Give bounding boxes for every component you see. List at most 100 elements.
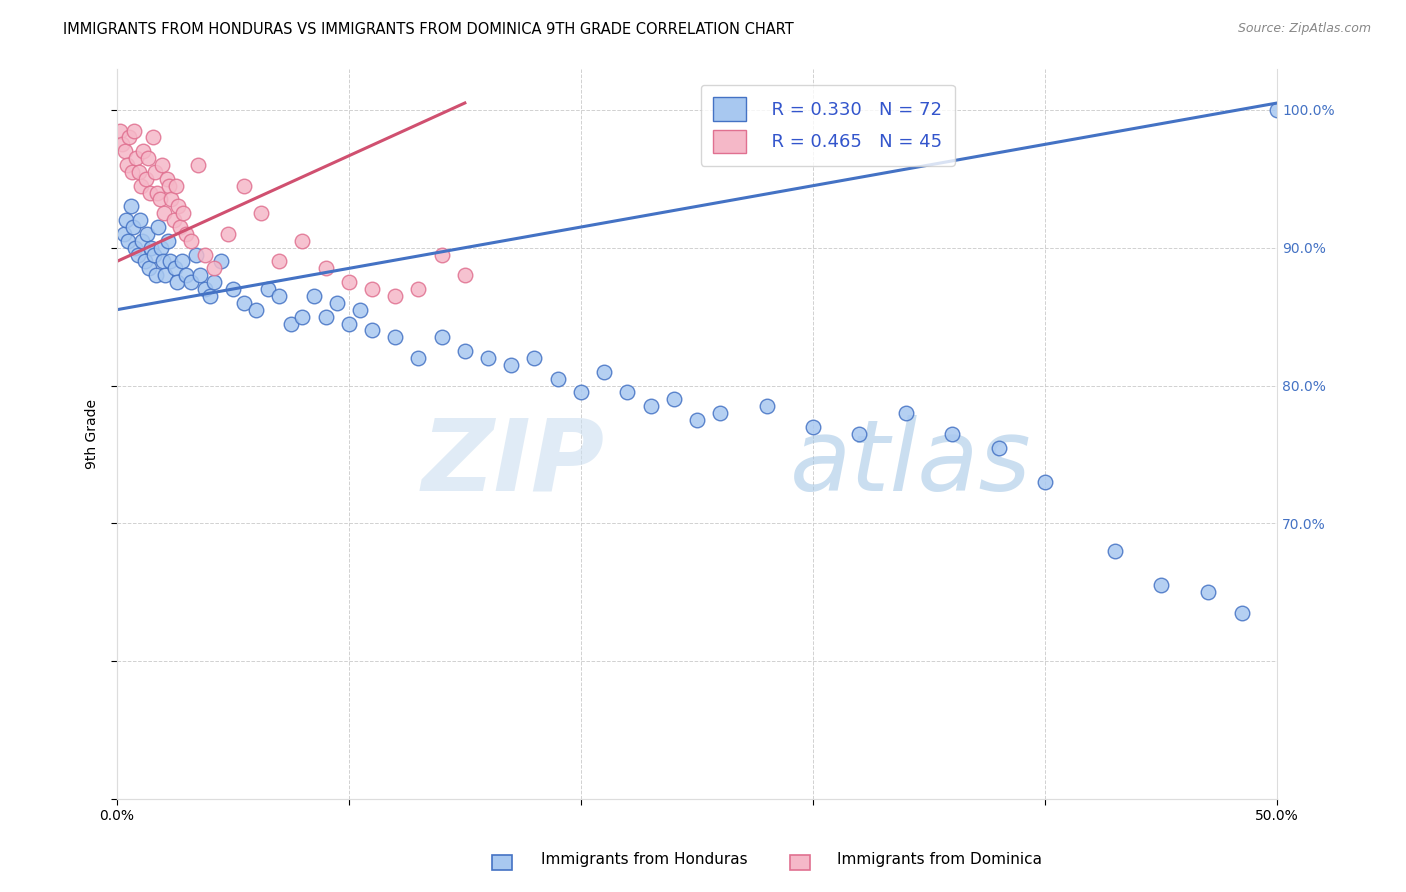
Point bbox=[142, 130, 165, 145]
Point bbox=[1265, 103, 1288, 117]
Point bbox=[149, 193, 172, 207]
Point bbox=[477, 351, 499, 365]
Point bbox=[139, 186, 162, 200]
Point bbox=[188, 268, 211, 283]
Point bbox=[149, 241, 172, 255]
Point bbox=[166, 275, 188, 289]
Point bbox=[709, 406, 731, 420]
Point bbox=[138, 261, 160, 276]
Point bbox=[165, 178, 187, 193]
Point bbox=[349, 302, 371, 317]
Point bbox=[135, 227, 157, 241]
Bar bbox=[790, 855, 810, 871]
Point bbox=[112, 227, 135, 241]
Point bbox=[157, 178, 180, 193]
Point bbox=[108, 123, 131, 137]
Point bbox=[162, 213, 184, 227]
Point bbox=[337, 317, 360, 331]
Point bbox=[145, 268, 167, 283]
Point bbox=[172, 206, 194, 220]
Point bbox=[202, 275, 225, 289]
Point bbox=[616, 385, 638, 400]
Point bbox=[291, 310, 314, 324]
Point bbox=[256, 282, 278, 296]
Point bbox=[291, 234, 314, 248]
Point bbox=[315, 310, 337, 324]
Point bbox=[169, 220, 191, 235]
Point bbox=[122, 123, 145, 137]
Point bbox=[454, 268, 477, 283]
Point bbox=[662, 392, 685, 407]
Point bbox=[121, 165, 143, 179]
Point bbox=[1104, 544, 1126, 558]
Point bbox=[111, 137, 134, 152]
Point bbox=[125, 151, 148, 165]
Point bbox=[150, 158, 173, 172]
Point bbox=[1150, 578, 1173, 592]
Point bbox=[152, 254, 174, 268]
Point bbox=[523, 351, 546, 365]
Point bbox=[361, 323, 384, 337]
Point bbox=[245, 302, 267, 317]
Point bbox=[233, 296, 256, 310]
Point bbox=[132, 145, 155, 159]
Point bbox=[115, 213, 138, 227]
Bar bbox=[492, 855, 512, 871]
Point bbox=[194, 282, 217, 296]
Point bbox=[176, 227, 198, 241]
Point bbox=[755, 399, 778, 413]
Point bbox=[136, 151, 159, 165]
Point bbox=[159, 254, 181, 268]
Point bbox=[280, 317, 302, 331]
Point bbox=[1197, 585, 1219, 599]
Text: Immigrants from Dominica: Immigrants from Dominica bbox=[837, 852, 1042, 867]
Point bbox=[117, 234, 139, 248]
Point bbox=[155, 268, 177, 283]
Point bbox=[1033, 475, 1056, 489]
Point bbox=[129, 178, 152, 193]
Point bbox=[894, 406, 917, 420]
Point bbox=[430, 247, 453, 261]
Y-axis label: 9th Grade: 9th Grade bbox=[86, 399, 100, 469]
Point bbox=[167, 199, 190, 213]
Point bbox=[408, 282, 430, 296]
Point bbox=[361, 282, 384, 296]
Point bbox=[128, 165, 150, 179]
Point bbox=[547, 372, 569, 386]
Point bbox=[187, 158, 209, 172]
Text: atlas: atlas bbox=[790, 415, 1032, 511]
Point bbox=[269, 254, 291, 268]
Point bbox=[141, 241, 163, 255]
Point bbox=[180, 275, 202, 289]
Point bbox=[180, 234, 202, 248]
Point bbox=[120, 199, 142, 213]
Point bbox=[209, 254, 232, 268]
Point bbox=[640, 399, 662, 413]
Point bbox=[987, 441, 1010, 455]
Point bbox=[269, 289, 291, 303]
Point bbox=[184, 247, 207, 261]
Legend:   R = 0.330   N = 72,   R = 0.465   N = 45: R = 0.330 N = 72, R = 0.465 N = 45 bbox=[700, 85, 955, 166]
Point bbox=[384, 289, 406, 303]
Point bbox=[302, 289, 325, 303]
Point bbox=[170, 254, 193, 268]
Point bbox=[163, 261, 186, 276]
Point bbox=[454, 344, 477, 359]
Point bbox=[408, 351, 430, 365]
Point bbox=[135, 171, 157, 186]
Text: Immigrants from Honduras: Immigrants from Honduras bbox=[541, 852, 748, 867]
Point bbox=[153, 206, 176, 220]
Point bbox=[202, 261, 225, 276]
Point bbox=[569, 385, 592, 400]
Point bbox=[155, 171, 177, 186]
Point bbox=[146, 186, 169, 200]
Point bbox=[160, 193, 183, 207]
Point bbox=[801, 420, 824, 434]
Point bbox=[222, 282, 245, 296]
Point bbox=[249, 206, 271, 220]
Point bbox=[198, 289, 221, 303]
Point bbox=[233, 178, 256, 193]
Text: IMMIGRANTS FROM HONDURAS VS IMMIGRANTS FROM DOMINICA 9TH GRADE CORRELATION CHART: IMMIGRANTS FROM HONDURAS VS IMMIGRANTS F… bbox=[63, 22, 794, 37]
Point bbox=[384, 330, 406, 344]
Point bbox=[326, 296, 349, 310]
